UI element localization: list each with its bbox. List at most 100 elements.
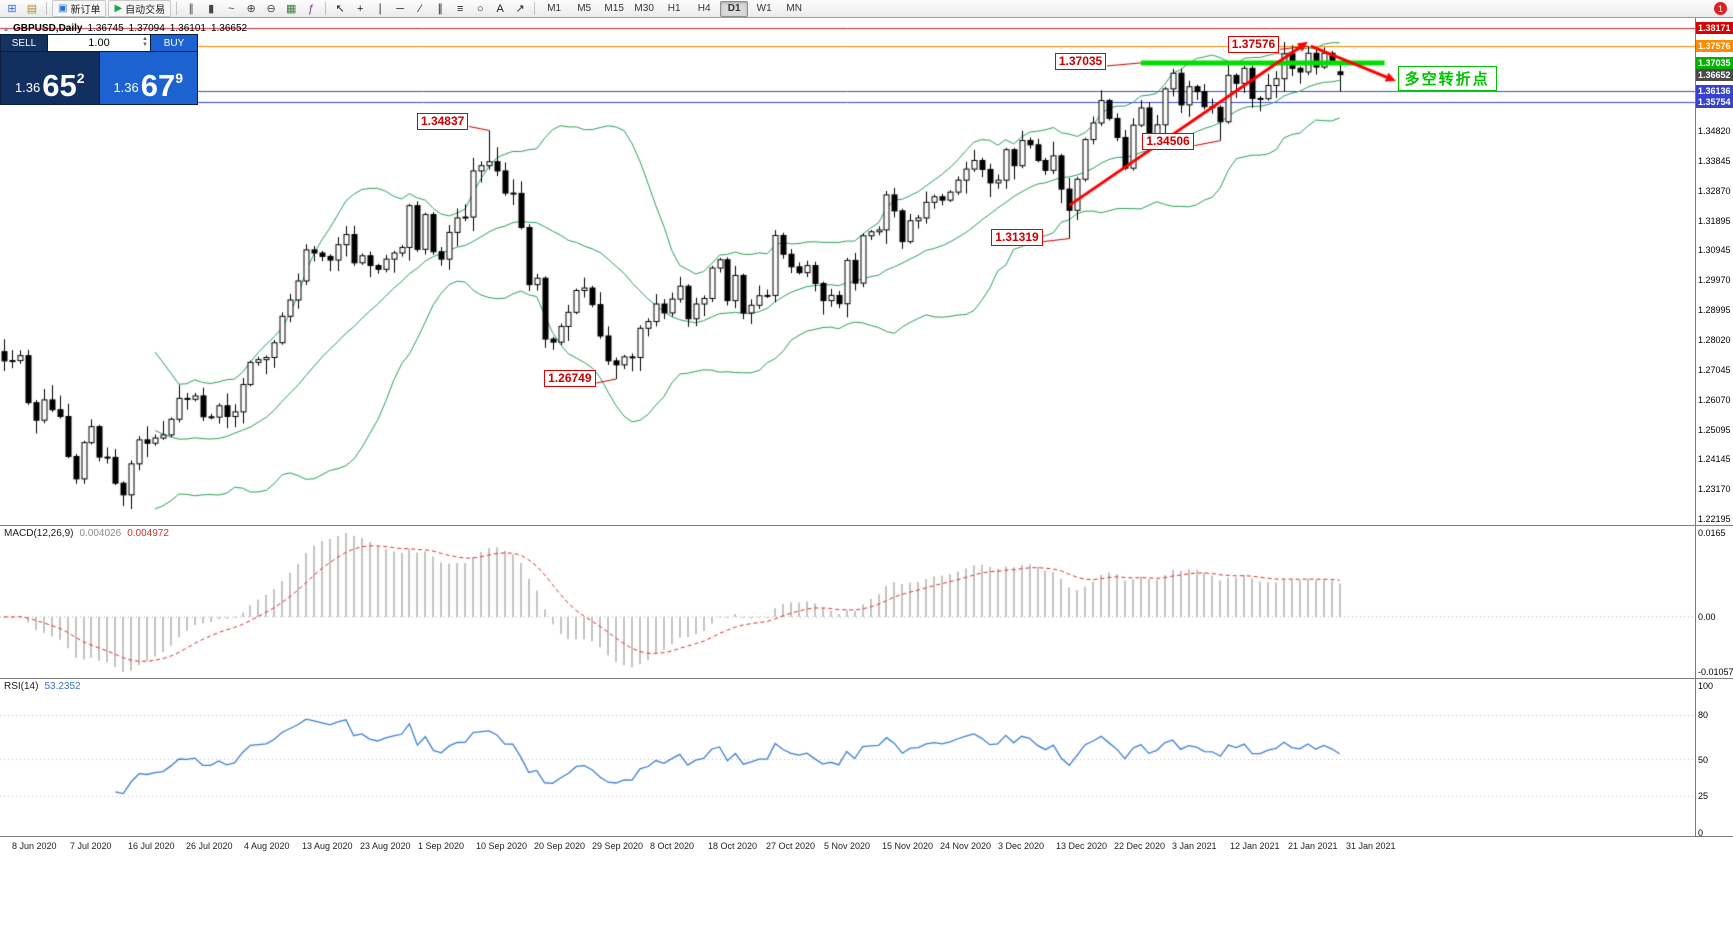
sell-button[interactable]: SELL [1,35,47,51]
time-axis[interactable]: 8 Jun 2020 7 Jul 2020 16 Jul 2020 26 Jul 20… [0,836,1733,859]
profiles-icon[interactable]: ▤ [23,1,41,16]
channel-icon[interactable]: ∥ [431,1,449,16]
timeframe-button-h4[interactable]: H4 [697,3,711,14]
price-tag: 1.38171 [1696,22,1733,34]
autotrade-button[interactable]: ▶ 自动交易 [108,0,172,17]
ohlc-open: 1.36745 [87,23,124,34]
horizontal-line-icon: ─ [396,2,405,15]
pane-separator[interactable] [0,525,1733,526]
price-annotation[interactable]: 1.34837 [416,113,469,131]
sell-price-pips: 65 [42,67,77,103]
shapes-icon: ○ [476,2,484,15]
price-annotation[interactable]: 1.34506 [1142,132,1194,150]
cursor-icon[interactable]: ↖ [331,1,349,16]
sell-price-prefix: 1.36 [14,80,41,95]
toolbar-separator [46,2,47,15]
rsi-pane-canvas[interactable] [0,678,1695,836]
volume-stepper[interactable]: ▲ ▼ [142,36,148,48]
date-label: 13 Aug 2020 [302,841,353,851]
price-chart-canvas[interactable] [0,18,1695,525]
price-tick: 1.30945 [1698,245,1731,256]
buy-price-tile[interactable]: 1.36 67 9 [99,52,197,104]
price-scale[interactable]: 1.38171 1.37576 1.37035 1.36652 1.36136 1.357… [1695,18,1733,838]
price-tick: 1.29970 [1698,275,1731,286]
horizontal-line-icon[interactable]: ─ [391,1,409,16]
toolbar-separator [534,2,536,15]
ohlc-low: 1.36101 [169,23,206,34]
price-annotation[interactable]: 1.31319 [991,228,1043,246]
zoom-in-icon[interactable]: ⊕ [242,1,260,16]
turning-point-note[interactable]: 多空转折点 [1397,65,1497,91]
price-tick: 1.32870 [1698,185,1731,196]
date-label: 29 Sep 2020 [592,841,644,851]
trendline-icon[interactable]: ∕ [411,1,429,16]
notification-badge[interactable]: 1 [1714,2,1727,15]
buy-price-pips: 67 [140,67,176,103]
timeframe-button-h1[interactable]: H1 [667,3,681,14]
timeframe-button-mn[interactable]: MN [786,3,802,14]
price-annotation[interactable]: 1.26749 [544,370,596,388]
date-label: 1 Sep 2020 [418,841,465,851]
price-tick: 1.31895 [1698,215,1731,226]
ohlc-high: 1.37094 [128,23,165,34]
chart-area[interactable]: ▴ GBPUSD,Daily 1.36745 1.37094 1.36101 1… [0,18,1733,940]
vertical-line-icon[interactable]: ∣ [371,1,389,16]
date-label: 27 Oct 2020 [766,841,816,851]
timeframe-button-m5[interactable]: M5 [577,3,592,14]
date-label: 18 Oct 2020 [708,841,758,851]
macd-pane-canvas[interactable] [0,525,1695,678]
arrow-tools-icon: ↗ [515,3,525,15]
stepper-up-icon[interactable]: ▲ [142,36,148,42]
new-order-button[interactable]: ▣ 新订单 [52,0,107,17]
price-annotation[interactable]: 1.37576 [1227,36,1280,54]
one-click-trading-panel: SELL 1.00 ▲ ▼ BUY 1.36 65 2 1.36 67 9 [0,34,198,105]
arrow-tools-icon[interactable]: ↗ [511,1,529,16]
tile-windows-icon[interactable]: ▦ [282,1,300,16]
line-chart-icon[interactable]: ~ [222,1,240,16]
text-icon[interactable]: A [491,1,509,16]
candle-chart-icon: ▮ [208,3,215,15]
date-label: 20 Sep 2020 [534,841,586,851]
date-label: 5 Nov 2020 [824,841,871,851]
price-annotation[interactable]: 1.37035 [1054,52,1107,70]
timeframe-button-m15[interactable]: M15 [604,3,624,14]
vertical-line-icon: ∣ [377,3,383,15]
shapes-icon[interactable]: ○ [471,1,489,16]
macd-value-2: 0.004972 [127,528,169,539]
volume-input[interactable]: 1.00 ▲ ▼ [47,35,151,51]
price-tick: 1.22195 [1698,514,1731,524]
date-label: 15 Nov 2020 [882,841,934,851]
one-click-collapse-icon[interactable]: ▴ [4,24,9,33]
buy-price-point: 9 [175,70,184,86]
toolbar-separator [325,2,327,15]
sell-price-tile[interactable]: 1.36 65 2 [1,52,100,104]
autotrade-button-label: 自动交易 [125,5,166,16]
candle-chart-icon[interactable]: ▮ [202,1,220,16]
fibonacci-icon[interactable]: ≡ [451,1,469,16]
crosshair-icon[interactable]: + [351,1,369,16]
buy-button[interactable]: BUY [151,35,197,51]
price-tick: 1.23170 [1698,484,1731,495]
zoom-out-icon[interactable]: ⊖ [262,1,280,16]
bar-chart-icon: ∥ [188,3,194,15]
timeframe-button-m1[interactable]: M1 [547,3,562,14]
stepper-down-icon[interactable]: ▼ [142,42,148,48]
cursor-icon: ↖ [335,3,345,15]
tile-windows-icon: ▦ [285,3,297,15]
date-label: 21 Jan 2021 [1288,841,1338,851]
text-icon: A [496,2,504,15]
indicators-icon[interactable]: ƒ [302,1,320,16]
pane-separator[interactable] [0,678,1733,679]
timeframe-button-w1[interactable]: W1 [756,3,772,14]
bar-chart-icon[interactable]: ∥ [182,1,200,16]
new-chart-icon[interactable]: ⊞ [3,1,21,16]
price-tick: 1.25095 [1698,424,1731,435]
price-tick: 1.34820 [1698,125,1731,136]
timeframe-button-m30[interactable]: M30 [634,3,654,14]
rsi-tick: 0 [1698,828,1704,838]
timeframe-button-d1[interactable]: D1 [720,0,749,17]
date-label: 24 Nov 2020 [940,841,992,851]
date-label: 31 Jan 2021 [1346,841,1396,851]
